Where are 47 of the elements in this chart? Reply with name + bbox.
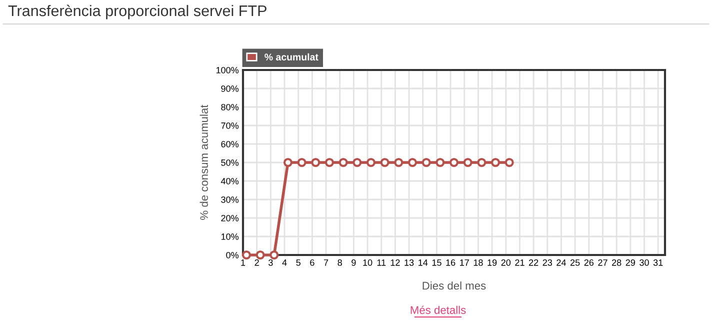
- x-tick-label: 25: [570, 259, 580, 266]
- x-tick-label: 15: [432, 260, 442, 266]
- y-tick-label: 40%: [220, 178, 239, 184]
- y-tick-label: 0%: [226, 252, 239, 258]
- x-tick-label: 5: [296, 260, 300, 266]
- y-tick-label: 80%: [221, 104, 239, 110]
- x-tick-label: 17: [460, 260, 469, 266]
- y-tick-label: 10%: [221, 233, 239, 240]
- y-tick-label: 20%: [221, 214, 239, 222]
- y-tick-label: 30%: [221, 196, 239, 203]
- y-tick-label: 100%: [216, 66, 239, 74]
- chart-title: Transferència proporcional servei FTP: [8, 4, 266, 20]
- x-tick-label: 24: [556, 259, 566, 266]
- x-tick-label: 10: [363, 259, 372, 266]
- x-tick-label: 23: [542, 259, 552, 266]
- x-tick-label: 8: [338, 259, 342, 266]
- y-tick-label: 90%: [221, 85, 239, 92]
- x-tick-label: 21: [515, 259, 524, 266]
- x-tick-label: 6: [310, 259, 314, 266]
- x-tick-label: 14: [418, 260, 428, 266]
- x-tick-label: 4: [282, 260, 287, 266]
- y-tick-label: 50%: [221, 159, 239, 166]
- x-tick-label: 2: [254, 259, 259, 266]
- x-tick-label: 30: [640, 259, 649, 266]
- y-tick-label: 60%: [221, 140, 239, 148]
- x-tick-label: 1: [241, 260, 246, 266]
- x-tick-label: 27: [598, 259, 608, 266]
- x-tick-label: 7: [324, 260, 328, 266]
- x-axis-title: Dies del mes: [422, 281, 486, 290]
- x-tick-label: 18: [474, 259, 483, 266]
- x-tick-label: 3: [268, 259, 273, 266]
- x-tick-label: 12: [390, 259, 400, 266]
- x-tick-label: 11: [377, 260, 386, 266]
- x-tick-label: 22: [528, 259, 538, 266]
- x-tick-label: 20: [501, 259, 511, 266]
- x-tick-label: 16: [446, 259, 456, 266]
- y-axis-title: % de consum acumulat: [200, 104, 208, 220]
- legend-label: % acumulat: [264, 53, 318, 60]
- y-tick-label: 70%: [221, 122, 239, 129]
- x-tick-label: 26: [584, 259, 594, 266]
- x-tick-label: 29: [626, 259, 636, 266]
- text: Més detalls: [410, 306, 466, 314]
- x-tick-label: 9: [352, 259, 356, 266]
- x-tick-label: 31: [653, 259, 663, 266]
- x-tick-label: 13: [404, 259, 414, 266]
- x-tick-label: 19: [488, 259, 497, 266]
- x-tick-label: 28: [612, 259, 622, 266]
